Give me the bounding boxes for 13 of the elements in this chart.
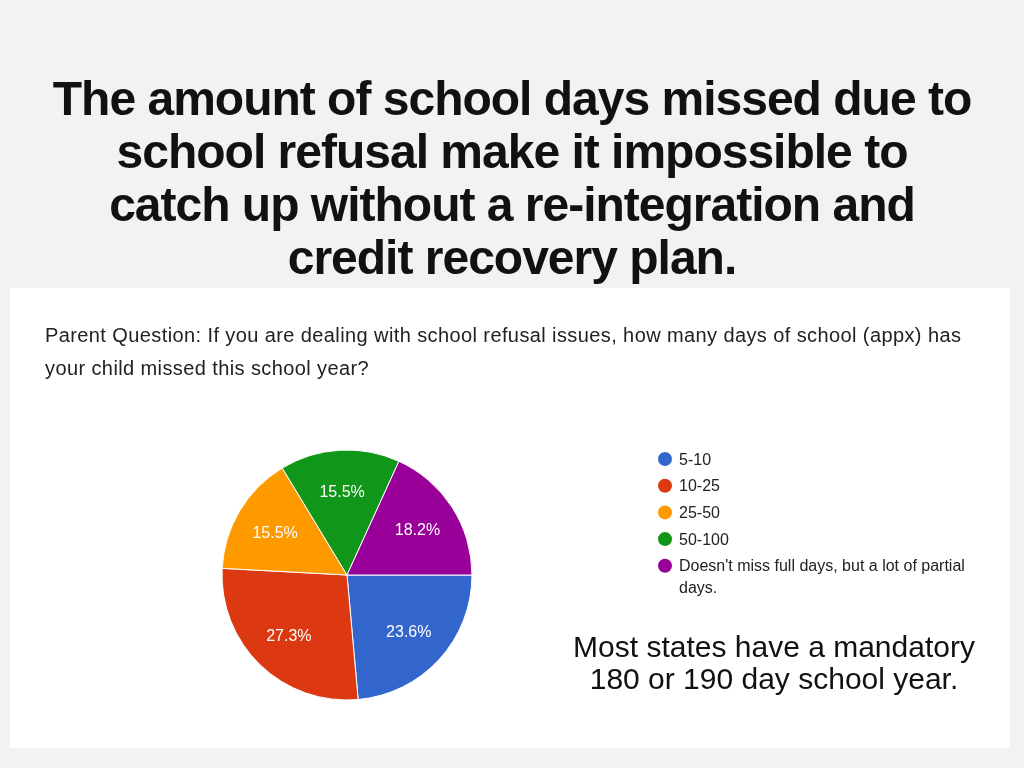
legend-label: 10-25 bbox=[679, 477, 721, 495]
legend-label: Doesn't miss full days, but a lot of partial days. bbox=[679, 557, 965, 597]
legend-label: 25-50 bbox=[679, 504, 721, 521]
text: Most states have a mandatory 180 or 190 day school year. bbox=[573, 630, 975, 695]
chart-title: The amount of school days missed due to school refusal make it impossible to catch up without a re-integration and credit recovery plan. bbox=[52, 72, 972, 284]
data-label: 15.5% bbox=[319, 482, 365, 500]
data-label: 23.6% bbox=[386, 623, 432, 641]
data-label: 18.2% bbox=[394, 521, 441, 539]
data-label: 27.3% bbox=[266, 626, 312, 644]
legend-label: 5-10 bbox=[679, 450, 712, 468]
chart-subtitle: Parent Question: If you are dealing with school refusal issues, how many days of school (appx) has your child missed this school year? bbox=[45, 324, 962, 379]
data-label: 15.5% bbox=[252, 523, 298, 541]
legend-label: 50-100 bbox=[679, 530, 729, 548]
